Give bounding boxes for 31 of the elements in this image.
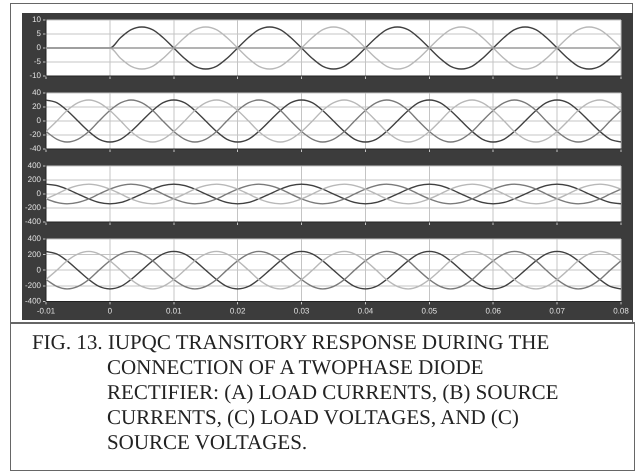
x-tick-label: 0.02 bbox=[230, 306, 246, 316]
y-tick-label: -10 bbox=[29, 71, 42, 80]
caption: FIG. 13. IUPQC TRANSITORY RESPONSE DURING THE CONNECTION OF A TWOPHASE DIODE RECTIFIER: (A) LOAD CURRENTS, (B) SOURCE CURRENTS, (C) LOAD VOLTAGES, AND (C) SOURCE VOLTAGES. bbox=[31, 330, 560, 455]
y-tick-label: 400 bbox=[28, 234, 42, 244]
y-tick-label: 5 bbox=[36, 29, 42, 38]
y-tick-label: 0 bbox=[36, 189, 42, 198]
x-tick-label: 0.04 bbox=[358, 306, 374, 316]
x-tick-label: 0.06 bbox=[485, 306, 502, 316]
x-tick-label: 0.01 bbox=[166, 306, 182, 316]
y-tick-label: 0 bbox=[36, 116, 42, 126]
y-tick-label: 200 bbox=[28, 175, 42, 184]
x-tick-label: 0.03 bbox=[294, 306, 310, 316]
y-tick-label: -400 bbox=[24, 296, 42, 306]
y-tick-label: -200 bbox=[24, 203, 42, 212]
x-tick-label: 0.07 bbox=[549, 306, 566, 316]
y-tick-label: 200 bbox=[28, 250, 42, 259]
y-tick-label: 400 bbox=[28, 161, 42, 170]
y-tick-label: 0 bbox=[36, 43, 42, 52]
y-tick-label: -200 bbox=[24, 281, 42, 290]
y-tick-label: 0 bbox=[36, 265, 42, 274]
y-tick-label: -20 bbox=[29, 130, 42, 140]
x-tick-label: -0.01 bbox=[36, 306, 56, 316]
y-tick-label: 40 bbox=[32, 88, 42, 98]
y-tick-label: 10 bbox=[32, 15, 42, 24]
x-tick-label: 0 bbox=[108, 306, 113, 316]
x-tick-label: 0.05 bbox=[422, 306, 438, 316]
y-tick-label: -400 bbox=[24, 217, 42, 226]
y-tick-label: 20 bbox=[32, 102, 42, 112]
x-tick-label: 0.08 bbox=[613, 306, 630, 316]
y-tick-label: -40 bbox=[29, 144, 42, 154]
y-tick-label: -5 bbox=[34, 57, 42, 66]
